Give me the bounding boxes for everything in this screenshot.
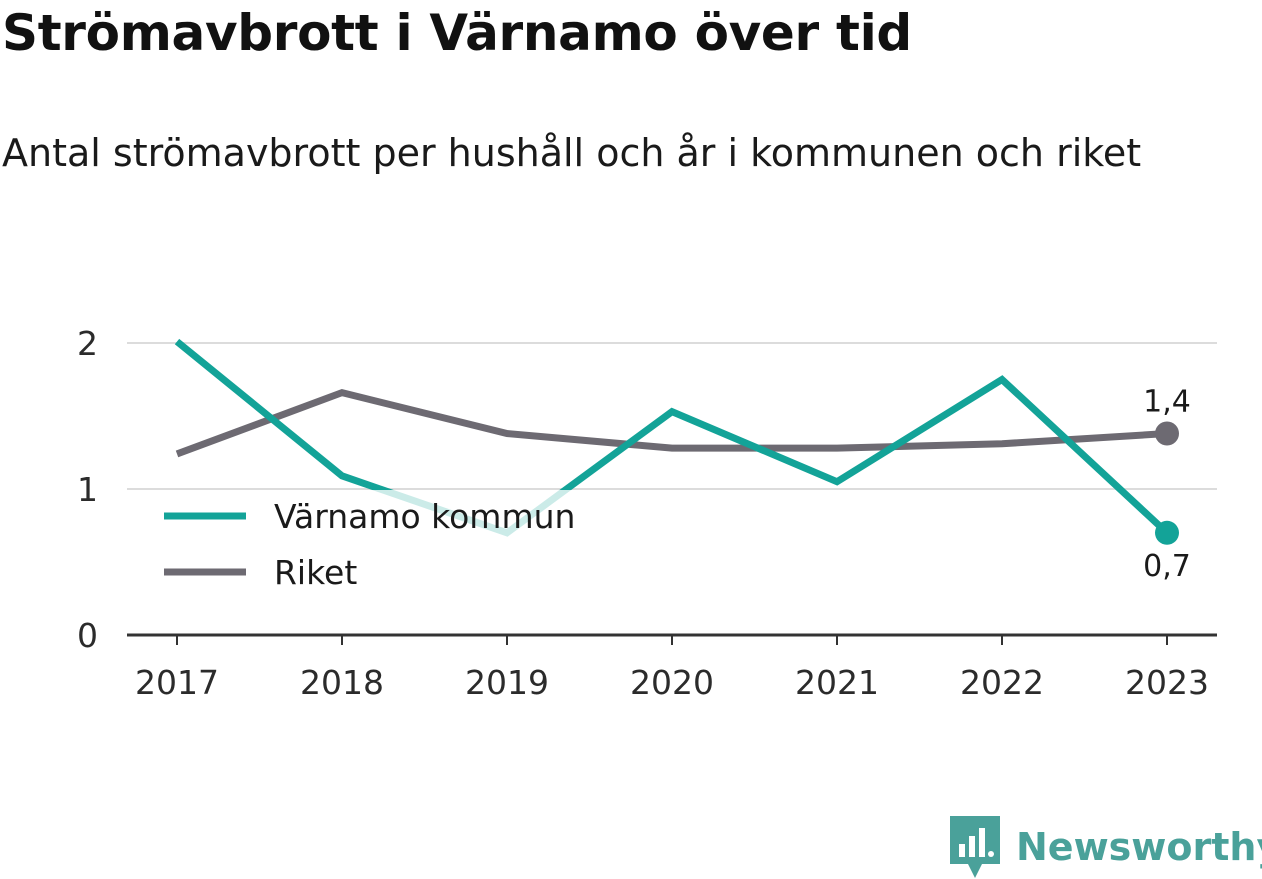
legend-label-varnamo: Värnamo kommun [274, 497, 575, 536]
chart-subtitle: Antal strömavbrott per hushåll och år i … [2, 131, 1142, 175]
x-tick-label: 2018 [300, 663, 384, 702]
end-label-varnamo: 0,7 [1143, 549, 1191, 584]
newsworthy-logo-icon [950, 816, 1000, 878]
newsworthy-brand[interactable]: Newsworthy [950, 816, 1262, 878]
chart-title: Strömavbrott i Värnamo över tid [2, 4, 912, 62]
x-tick-label: 2021 [795, 663, 879, 702]
y-tick-label: 2 [77, 324, 98, 363]
x-tick-label: 2022 [960, 663, 1044, 702]
series-line-riket [175, 388, 1168, 458]
brand-name: Newsworthy [1016, 825, 1262, 869]
x-tick-label: 2017 [135, 663, 219, 702]
y-tick-label: 1 [77, 470, 98, 509]
series-line-varnamo [174, 338, 1170, 537]
legend-backdrop [152, 490, 618, 600]
end-point-varnamo [1155, 520, 1179, 545]
y-tick-label: 0 [77, 616, 98, 655]
x-tick-label: 2020 [630, 663, 714, 702]
x-tick-label: 2023 [1125, 663, 1209, 702]
end-point-riket [1155, 421, 1179, 446]
x-tick-label: 2019 [465, 663, 549, 702]
legend-label-riket: Riket [274, 553, 357, 592]
end-label-riket: 1,4 [1143, 385, 1191, 420]
